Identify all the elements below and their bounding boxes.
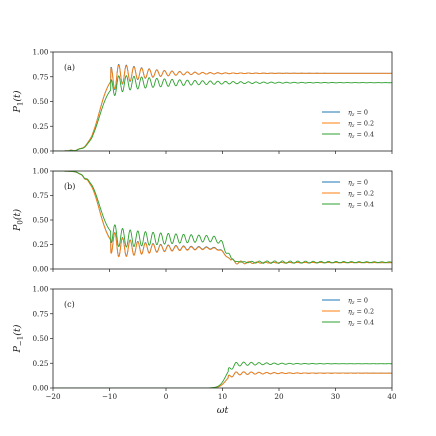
panel-label: (a): [64, 63, 75, 72]
series-line-0: [53, 371, 392, 388]
x-tick-label: −20: [45, 392, 61, 401]
y-tick-label: 0.25: [32, 240, 48, 249]
plot-frame: [52, 51, 393, 152]
series-line-2: [53, 171, 392, 264]
legend-label: ηz = 0: [348, 178, 368, 188]
panel-label: (c): [64, 300, 75, 309]
y-axis-label: P1(t): [12, 90, 25, 113]
panel-label: (b): [64, 182, 75, 191]
series-line-1: [53, 64, 392, 151]
x-tick-label: 0: [164, 392, 169, 401]
y-tick-label: 1.00: [32, 48, 48, 57]
plot-frame: [52, 170, 393, 270]
series-line-2: [53, 361, 392, 388]
y-axis-label: P−1(t): [12, 324, 25, 353]
series-line-1: [53, 371, 392, 388]
series-line-0: [53, 63, 392, 151]
panel-b: 0.000.250.500.751.00(b)P0(t)ηz = 0ηz = 0…: [12, 167, 393, 274]
y-tick-label: 0.50: [32, 216, 48, 225]
x-tick-label: −10: [102, 392, 118, 401]
legend-label: ηz = 0.4: [348, 318, 374, 328]
x-tick-label: 20: [274, 392, 284, 401]
y-tick-label: 0.75: [32, 191, 48, 200]
legend-label: ηz = 0: [348, 108, 368, 118]
legend-label: ηz = 0.4: [348, 200, 374, 210]
legend-label: ηz = 0: [348, 296, 368, 306]
x-tick-label: 40: [387, 392, 397, 401]
y-tick-label: 0.25: [32, 122, 48, 131]
y-tick-label: 0.25: [32, 359, 48, 368]
y-tick-label: 0.00: [32, 147, 48, 156]
legend-label: ηz = 0.4: [348, 130, 374, 140]
y-tick-label: 0.50: [32, 97, 48, 106]
series-line-2: [53, 75, 392, 151]
y-tick-label: 1.00: [32, 167, 48, 176]
y-tick-label: 0.00: [32, 384, 48, 393]
legend-label: ηz = 0.2: [348, 307, 374, 317]
x-axis-label: ωt: [217, 405, 229, 416]
y-tick-label: 0.50: [32, 334, 48, 343]
series-line-1: [53, 171, 392, 265]
x-tick-label: 30: [331, 392, 341, 401]
y-tick-label: 0.75: [32, 72, 48, 81]
legend-label: ηz = 0.2: [348, 189, 374, 199]
legend-label: ηz = 0.2: [348, 119, 374, 129]
y-tick-label: 1.00: [32, 285, 48, 294]
y-tick-label: 0.75: [32, 309, 48, 318]
x-tick-label: 10: [218, 392, 228, 401]
panel-a: 0.000.250.500.751.00(a)P1(t)ηz = 0ηz = 0…: [12, 48, 393, 156]
y-axis-label: P0(t): [12, 209, 25, 232]
y-tick-label: 0.00: [32, 265, 48, 274]
panel-c: 0.00 0.25 0.50 0.75 1.00 −20 −10 0 10 20 30 40 (c) P−…: [12, 285, 397, 417]
